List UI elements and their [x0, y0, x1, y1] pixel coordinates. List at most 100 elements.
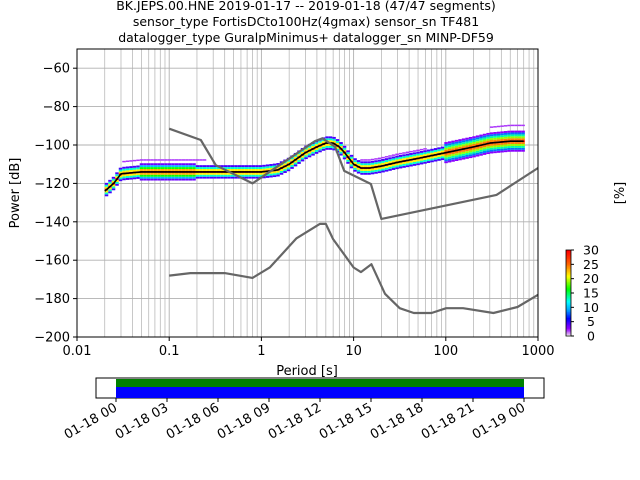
psd-cell	[514, 142, 518, 145]
y-tick-label: −60	[43, 62, 70, 77]
psd-cell	[507, 138, 511, 141]
colorbar-segment	[566, 282, 571, 285]
psd-cell	[202, 172, 207, 175]
psd-cell	[447, 156, 452, 159]
psd-cell	[472, 141, 476, 144]
psd-cell	[178, 165, 182, 168]
psd-cell	[363, 163, 368, 166]
psd-cell	[374, 158, 378, 160]
psd-cell	[367, 165, 371, 168]
psd-cell	[290, 163, 294, 166]
psd-cell	[150, 176, 154, 179]
psd-cell	[500, 139, 504, 141]
psd-cell	[129, 173, 133, 176]
psd-cell	[195, 165, 200, 168]
psd-cell	[367, 161, 371, 164]
psd-cell	[139, 167, 144, 169]
psd-cell	[192, 174, 196, 177]
psd-cell	[468, 138, 473, 141]
psd-cell	[181, 174, 186, 177]
psd-cell	[489, 149, 494, 152]
timebar-tick-label: 01-18 15	[317, 400, 375, 442]
psd-cell	[104, 186, 109, 189]
psd-cell	[500, 137, 504, 140]
psd-cell	[353, 162, 357, 165]
psd-cell	[430, 156, 434, 159]
psd-cell	[409, 160, 413, 163]
psd-cell	[234, 167, 238, 169]
psd-cell	[381, 168, 385, 171]
psd-cell	[195, 159, 200, 161]
psd-cell	[164, 176, 168, 179]
psd-cell	[468, 136, 473, 139]
psd-cell	[136, 169, 140, 172]
psd-cell	[489, 136, 494, 139]
psd-cell	[276, 166, 280, 169]
psd-cell	[517, 147, 522, 150]
colorbar-segment	[566, 323, 571, 325]
psd-cell	[171, 172, 175, 175]
psd-cell	[433, 148, 438, 151]
psd-cell	[143, 167, 147, 169]
psd-cell	[416, 161, 420, 164]
psd-cell	[199, 169, 203, 171]
psd-cell	[503, 131, 508, 133]
psd-cell	[241, 169, 245, 171]
psd-cell	[416, 159, 420, 162]
psd-cell	[160, 178, 165, 181]
psd-cell	[234, 169, 238, 171]
psd-cell	[447, 160, 452, 163]
chart-title-line-1: BK.JEPS.00.HNE 2019-01-17 -- 2019-01-18 …	[116, 0, 496, 13]
psd-cell	[454, 151, 459, 154]
colorbar-segment	[566, 315, 571, 318]
psd-cell	[461, 144, 466, 147]
psd-cell	[475, 146, 480, 149]
psd-cell	[160, 167, 165, 169]
psd-cell	[178, 169, 182, 171]
psd-cell	[129, 169, 133, 172]
psd-cell	[153, 176, 158, 179]
colorbar-segment	[566, 290, 571, 292]
colorbar-segment	[566, 287, 571, 290]
psd-cell	[517, 134, 522, 137]
psd-cell	[209, 167, 214, 169]
psd-cell	[374, 171, 378, 174]
psd-cell	[209, 174, 214, 177]
psd-cell	[521, 132, 525, 135]
psd-cell	[500, 146, 504, 149]
psd-cell	[104, 184, 109, 187]
psd-cell	[272, 171, 277, 174]
psd-cell	[433, 151, 438, 154]
psd-cell	[153, 163, 158, 166]
psd-cell	[510, 145, 515, 148]
psd-cell	[146, 169, 151, 171]
psd-cell	[517, 130, 522, 133]
psd-cell	[388, 159, 392, 162]
psd-cell	[412, 160, 417, 162]
psd-cell	[402, 154, 406, 157]
psd-cell	[444, 155, 448, 158]
psd-cell	[468, 152, 473, 155]
psd-cell	[447, 141, 452, 144]
psd-cell	[192, 159, 196, 161]
psd-cell	[206, 169, 210, 171]
colorbar-tick-label: 5	[587, 314, 595, 329]
psd-cell	[447, 154, 452, 157]
psd-cell	[496, 139, 501, 142]
psd-cell	[185, 172, 189, 175]
colorbar-segment	[566, 277, 571, 280]
psd-cell	[143, 172, 147, 175]
psd-cell	[419, 148, 424, 151]
y-tick-label: −180	[34, 292, 70, 307]
psd-cell	[402, 156, 406, 159]
psd-cell	[521, 136, 525, 139]
psd-cell	[195, 174, 200, 177]
psd-cell	[440, 156, 445, 159]
psd-cell	[377, 159, 382, 162]
psd-cell	[286, 159, 291, 162]
psd-cell	[521, 138, 525, 141]
psd-cell	[167, 169, 172, 171]
psd-cell	[409, 154, 413, 157]
psd-cell	[265, 175, 270, 178]
psd-cell	[265, 164, 270, 167]
